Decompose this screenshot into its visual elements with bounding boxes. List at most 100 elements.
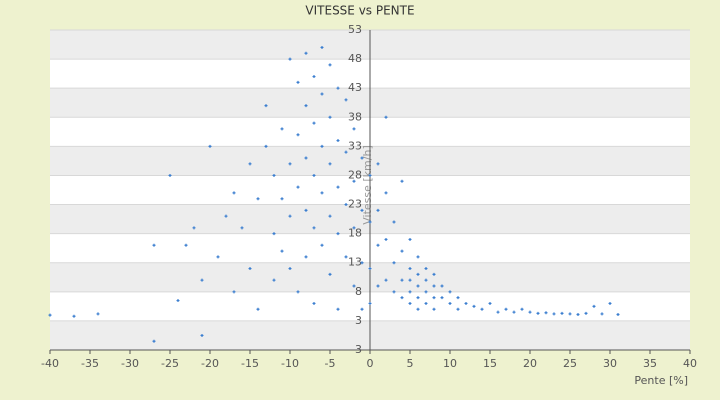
data-point: [392, 290, 396, 294]
data-point: [392, 220, 396, 224]
data-point: [472, 304, 476, 308]
data-point: [408, 278, 412, 282]
data-point: [416, 255, 420, 259]
data-point: [528, 310, 532, 314]
data-point: [616, 313, 620, 317]
y-tick-label: 53: [348, 23, 362, 36]
data-point: [224, 214, 228, 218]
data-point: [552, 312, 556, 316]
data-point: [168, 173, 172, 177]
data-point: [392, 261, 396, 265]
data-point: [312, 75, 316, 79]
data-point: [416, 284, 420, 288]
data-point: [288, 267, 292, 271]
x-tick-label: 0: [367, 357, 374, 370]
y-tick-label: 43: [348, 81, 362, 94]
data-point: [336, 232, 340, 236]
data-point: [296, 80, 300, 84]
chart-title: VITESSE vs PENTE: [305, 4, 414, 18]
data-point: [72, 314, 76, 318]
data-point: [368, 267, 372, 271]
data-point: [336, 185, 340, 189]
data-point: [352, 284, 356, 288]
x-tick-label: 40: [683, 357, 697, 370]
data-point: [152, 339, 156, 343]
data-point: [272, 173, 276, 177]
y-axis-label: Vitesse [km/h]: [361, 145, 374, 225]
data-point: [440, 296, 444, 300]
data-point: [312, 226, 316, 230]
y-tick-label: 48: [348, 52, 362, 65]
x-tick-label: 10: [443, 357, 457, 370]
x-tick-label: -10: [281, 357, 299, 370]
x-tick-label: -40: [41, 357, 59, 370]
y-tick-label: 38: [348, 110, 362, 123]
y-tick-label: 18: [348, 227, 362, 240]
data-point: [304, 255, 308, 259]
data-point: [536, 311, 540, 315]
data-point: [328, 63, 332, 67]
data-point: [432, 307, 436, 311]
data-point: [456, 307, 460, 311]
data-point: [352, 127, 356, 131]
data-point: [176, 299, 180, 303]
data-point: [256, 307, 260, 311]
data-point: [400, 296, 404, 300]
x-tick-label: -30: [121, 357, 139, 370]
data-point: [352, 226, 356, 230]
data-point: [352, 179, 356, 183]
data-point: [376, 284, 380, 288]
x-axis-label: Pente [%]: [634, 374, 688, 387]
data-point: [376, 243, 380, 247]
data-point: [416, 307, 420, 311]
y-tick-label: 8: [355, 285, 362, 298]
data-point: [384, 237, 388, 241]
data-point: [328, 214, 332, 218]
x-tick-label: -25: [161, 357, 179, 370]
data-point: [464, 301, 468, 305]
data-point: [248, 162, 252, 166]
data-point: [504, 307, 508, 311]
data-point: [360, 261, 364, 265]
x-tick-label: 25: [563, 357, 577, 370]
data-point: [424, 278, 428, 282]
data-point: [512, 310, 516, 314]
data-point: [360, 208, 364, 212]
data-point: [368, 173, 372, 177]
data-point: [416, 272, 420, 276]
data-point: [152, 243, 156, 247]
data-point: [424, 301, 428, 305]
data-point: [360, 307, 364, 311]
data-point: [248, 267, 252, 271]
data-point: [400, 179, 404, 183]
data-point: [568, 312, 572, 316]
data-point: [264, 104, 268, 108]
x-tick-label: 35: [643, 357, 657, 370]
data-point: [280, 249, 284, 253]
data-point: [328, 115, 332, 119]
data-point: [496, 310, 500, 314]
data-point: [376, 208, 380, 212]
data-point: [584, 311, 588, 315]
data-point: [288, 57, 292, 61]
data-point: [592, 304, 596, 308]
x-tick-label: 5: [407, 357, 414, 370]
data-point: [200, 278, 204, 282]
data-point: [304, 104, 308, 108]
data-point: [400, 249, 404, 253]
data-point: [544, 311, 548, 315]
data-point: [344, 255, 348, 259]
data-point: [328, 162, 332, 166]
x-tick-label: 30: [603, 357, 617, 370]
data-point: [280, 197, 284, 201]
data-point: [368, 220, 372, 224]
data-point: [304, 208, 308, 212]
y-tick-label: 13: [348, 256, 362, 269]
data-point: [608, 301, 612, 305]
data-point: [384, 191, 388, 195]
data-point: [424, 267, 428, 271]
data-point: [192, 226, 196, 230]
data-point: [272, 232, 276, 236]
data-point: [328, 272, 332, 276]
data-point: [488, 301, 492, 305]
